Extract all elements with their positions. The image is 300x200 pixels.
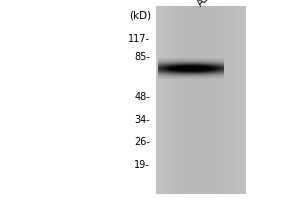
Text: 48-: 48-	[134, 92, 150, 102]
Text: (kD): (kD)	[129, 10, 152, 20]
Text: 34-: 34-	[134, 115, 150, 125]
Text: 19-: 19-	[134, 160, 150, 170]
FancyBboxPatch shape	[156, 6, 246, 194]
Text: 85-: 85-	[134, 52, 150, 62]
Text: 117-: 117-	[128, 34, 150, 44]
Text: A549: A549	[195, 0, 221, 8]
Text: 26-: 26-	[134, 137, 150, 147]
